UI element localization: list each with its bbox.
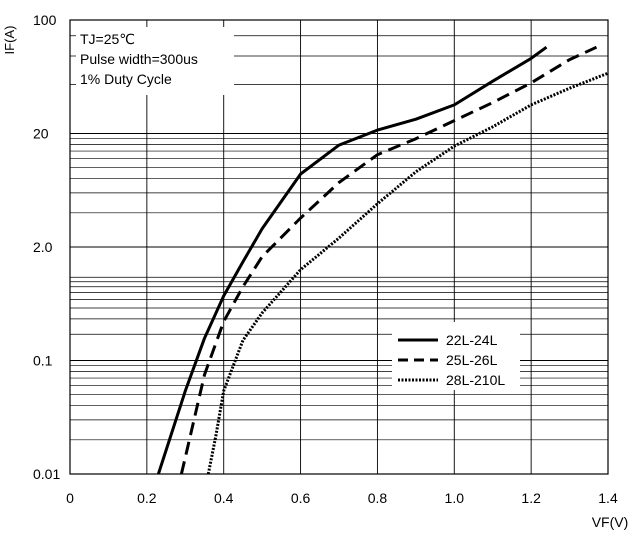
tick-labels: 0 0.2 0.4 0.6 0.8 1.0 1.2 1.4 0.01 0.1 2.0 20 100	[33, 12, 618, 506]
legend: 22L-24L 25L-26L 28L-210L	[392, 322, 520, 390]
legend-label-1: 22L-24L	[446, 332, 498, 348]
annotation-line-1: TJ=25℃	[80, 31, 135, 47]
x-tick-label: 0.2	[137, 490, 157, 506]
x-axis-label: VF(V)	[592, 514, 629, 530]
annotation-line-3: 1% Duty Cycle	[80, 71, 172, 87]
x-tick-label: 0	[66, 490, 74, 506]
x-tick-label: 1.2	[521, 490, 541, 506]
y-tick-label: 0.01	[33, 466, 60, 482]
series-group	[156, 45, 609, 475]
legend-label-3: 28L-210L	[446, 372, 505, 388]
annotation-box: TJ=25℃ Pulse width=300us 1% Duty Cycle	[76, 27, 234, 95]
y-tick-label: 0.1	[33, 353, 53, 369]
x-tick-label: 1.0	[445, 490, 465, 506]
annotation-line-2: Pulse width=300us	[80, 51, 198, 67]
y-tick-label: 2.0	[33, 239, 53, 255]
series-line-25L-26L	[179, 45, 598, 475]
legend-label-2: 25L-26L	[446, 352, 498, 368]
y-axis-label: IF(A)	[2, 26, 17, 55]
x-tick-label: 0.4	[214, 490, 234, 506]
plot-frame	[69, 19, 609, 475]
x-tick-label: 0.8	[368, 490, 388, 506]
series-line-28L-210L	[206, 71, 609, 475]
series-line-22L-24L	[156, 45, 548, 475]
x-tick-label: 1.4	[598, 490, 618, 506]
y-tick-label: 20	[33, 126, 49, 142]
y-tick-label: 100	[33, 12, 57, 28]
x-tick-label: 0.6	[291, 490, 311, 506]
